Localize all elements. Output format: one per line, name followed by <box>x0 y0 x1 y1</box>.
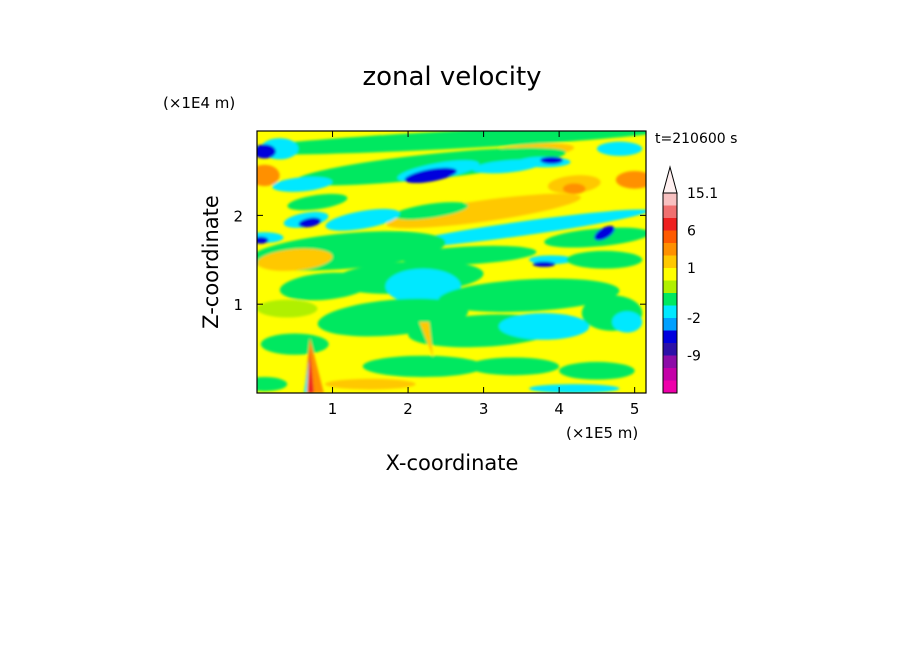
colorbar-extend-arrow <box>662 165 678 194</box>
y-axis: 12 <box>233 207 646 314</box>
colorbar-label: 15.1 <box>687 186 718 202</box>
field-contour <box>540 156 563 164</box>
field-contour <box>528 384 620 393</box>
field-contour <box>362 355 484 378</box>
field-contour <box>468 357 560 376</box>
field-contour <box>615 170 646 189</box>
field-contour <box>498 313 590 340</box>
colorbar-segment <box>663 268 677 281</box>
x-axis: 1 2 3 4 5 <box>328 131 640 418</box>
colorbar-segment <box>663 280 677 293</box>
field-contour <box>279 272 371 301</box>
field-contour <box>393 202 469 220</box>
x-tick-label: 2 <box>403 400 413 418</box>
field-contour <box>272 176 333 192</box>
colorbar-label: 1 <box>687 261 696 277</box>
field-contour <box>257 236 269 244</box>
field-contour <box>594 225 615 241</box>
y-scale-label: (×1E4 m) <box>163 94 235 112</box>
field-contour <box>532 261 556 267</box>
field-contour <box>566 250 643 269</box>
x-axis-label: X-coordinate <box>386 451 519 475</box>
colorbar-segment <box>663 255 677 268</box>
y-axis-label: Z-coordinate <box>199 195 223 329</box>
velocity-field <box>257 131 646 393</box>
colorbar-segment <box>663 230 677 243</box>
field-contour <box>400 245 537 265</box>
y-tick-label: 1 <box>233 296 243 314</box>
colorbar-segment <box>663 293 677 306</box>
field-contour <box>257 131 646 155</box>
field-contour <box>325 208 400 231</box>
colorbar-segment <box>663 368 677 381</box>
wave-feature <box>303 357 309 393</box>
colorbar-label: -2 <box>687 311 701 327</box>
field-contour <box>298 217 322 228</box>
field-contour <box>257 377 288 392</box>
field-contour <box>438 278 620 312</box>
colorbar-label: -9 <box>687 349 701 365</box>
field-contour <box>596 141 643 156</box>
x-tick-label: 5 <box>630 400 640 418</box>
colorbar-segment <box>663 218 677 231</box>
field-contour <box>260 333 329 355</box>
wave-feature <box>307 347 314 393</box>
field-contour <box>257 248 333 271</box>
x-tick-label: 4 <box>554 400 564 418</box>
field-contour <box>257 299 318 318</box>
colorbar-segment <box>663 343 677 356</box>
time-label: t=210600 s <box>655 131 737 147</box>
field-contour <box>562 183 586 195</box>
colorbar-segment <box>663 305 677 318</box>
colorbar-segment <box>663 243 677 256</box>
colorbar-frame <box>662 192 678 394</box>
field-contour <box>386 193 581 229</box>
colorbar-label: 6 <box>687 224 696 240</box>
colorbar-segment <box>663 205 677 218</box>
field-contour <box>257 144 276 159</box>
field-contour <box>612 311 643 333</box>
wave-feature <box>419 321 434 358</box>
x-tick-label: 3 <box>479 400 489 418</box>
colorbar-segment <box>663 330 677 343</box>
colorbar: 15.1 6 1 -2 -9 <box>662 165 718 394</box>
field-contour <box>257 164 280 187</box>
colorbar-segment <box>663 355 677 368</box>
field-contour <box>324 378 416 390</box>
x-tick-label: 1 <box>328 400 338 418</box>
field-contour <box>559 361 635 380</box>
field-contour <box>394 209 646 248</box>
colorbar-segment <box>663 318 677 331</box>
x-scale-label: (×1E5 m) <box>566 424 638 442</box>
colorbar-segment <box>663 193 677 206</box>
field-contour <box>404 167 457 184</box>
colorbar-segment <box>663 380 677 393</box>
y-tick-label: 2 <box>233 207 243 225</box>
chart-title: zonal velocity <box>362 62 541 92</box>
plot-frame <box>256 130 647 394</box>
field-contour <box>287 193 348 211</box>
